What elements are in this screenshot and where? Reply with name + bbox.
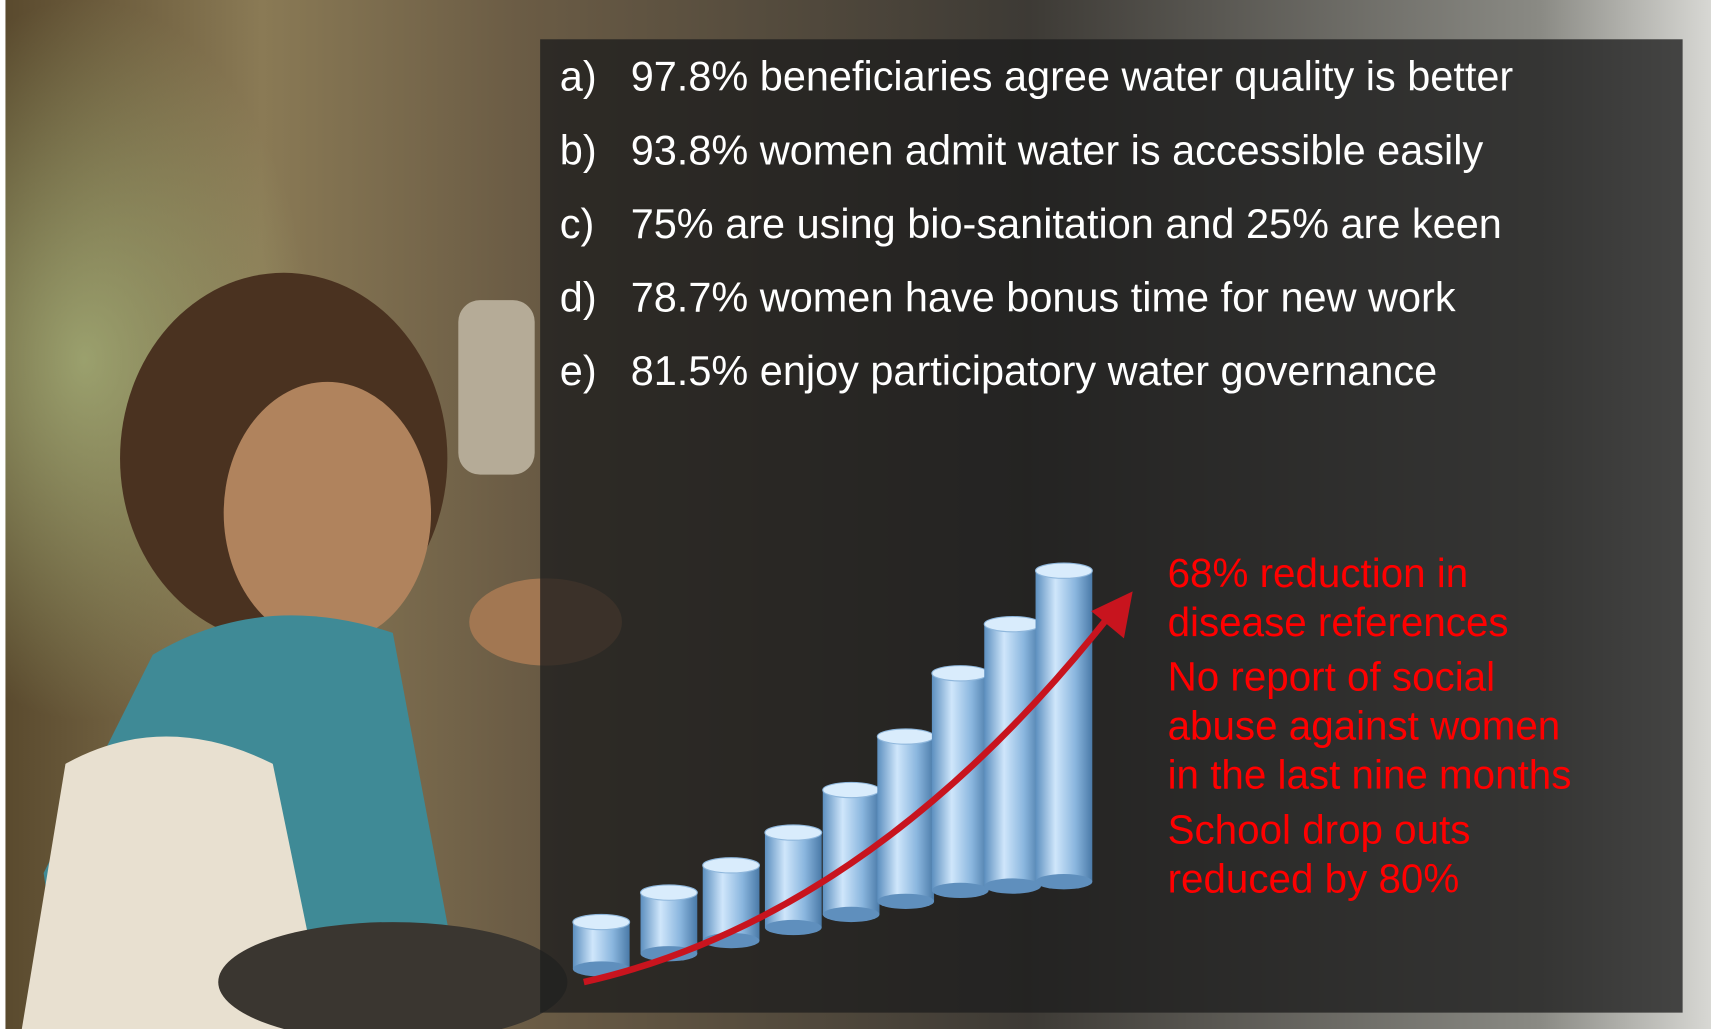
cylinder-top [703, 858, 760, 873]
cylinder-base [823, 907, 880, 922]
item-label: d) [560, 274, 597, 321]
item-text: 78.7% women have bonus time for new work [631, 274, 1456, 321]
item-label: b) [560, 126, 597, 173]
note-line: 68% reduction in [1168, 550, 1469, 596]
note-line: disease references [1168, 599, 1509, 645]
item-label: e) [560, 347, 597, 394]
cylinder-base [765, 920, 822, 935]
item-label: c) [560, 200, 595, 247]
cylinder-base [932, 883, 989, 898]
cylinder-top [823, 782, 880, 797]
cylinder-body [1036, 571, 1093, 882]
cylinder-base [877, 894, 934, 909]
cylinder-top [984, 617, 1041, 632]
cylinder-top [932, 666, 989, 681]
cylinder-base [984, 878, 1041, 893]
cylinder-body [932, 673, 989, 890]
note-line: School drop outs [1168, 806, 1471, 852]
note-line: abuse against women [1168, 703, 1561, 749]
cylinder-top [641, 885, 698, 900]
page: {"items": [ {"label": "a)", "text": "97.… [0, 0, 1711, 1029]
note-line: reduced by 80% [1168, 855, 1460, 901]
item-text: 97.8% beneficiaries agree water quality … [631, 53, 1514, 100]
cylinder-base [1036, 874, 1093, 889]
item-text: 93.8% women admit water is accessible ea… [631, 126, 1484, 173]
item-text: 75% are using bio-sanitation and 25% are… [631, 200, 1502, 247]
cylinder-top [573, 914, 630, 929]
slide: a) 97.8% beneficiaries agree water qualit… [0, 0, 1711, 1029]
cylinder-top [1036, 563, 1093, 578]
cylinder-body [984, 624, 1041, 886]
cylinder-top [765, 825, 822, 840]
item-text: 81.5% enjoy participatory water governan… [631, 347, 1438, 394]
note-line: in the last nine months [1168, 752, 1572, 798]
note-line: No report of social [1168, 653, 1496, 699]
item-label: a) [560, 53, 597, 100]
cylinder-top [877, 729, 934, 744]
cylinder-body [641, 893, 698, 954]
